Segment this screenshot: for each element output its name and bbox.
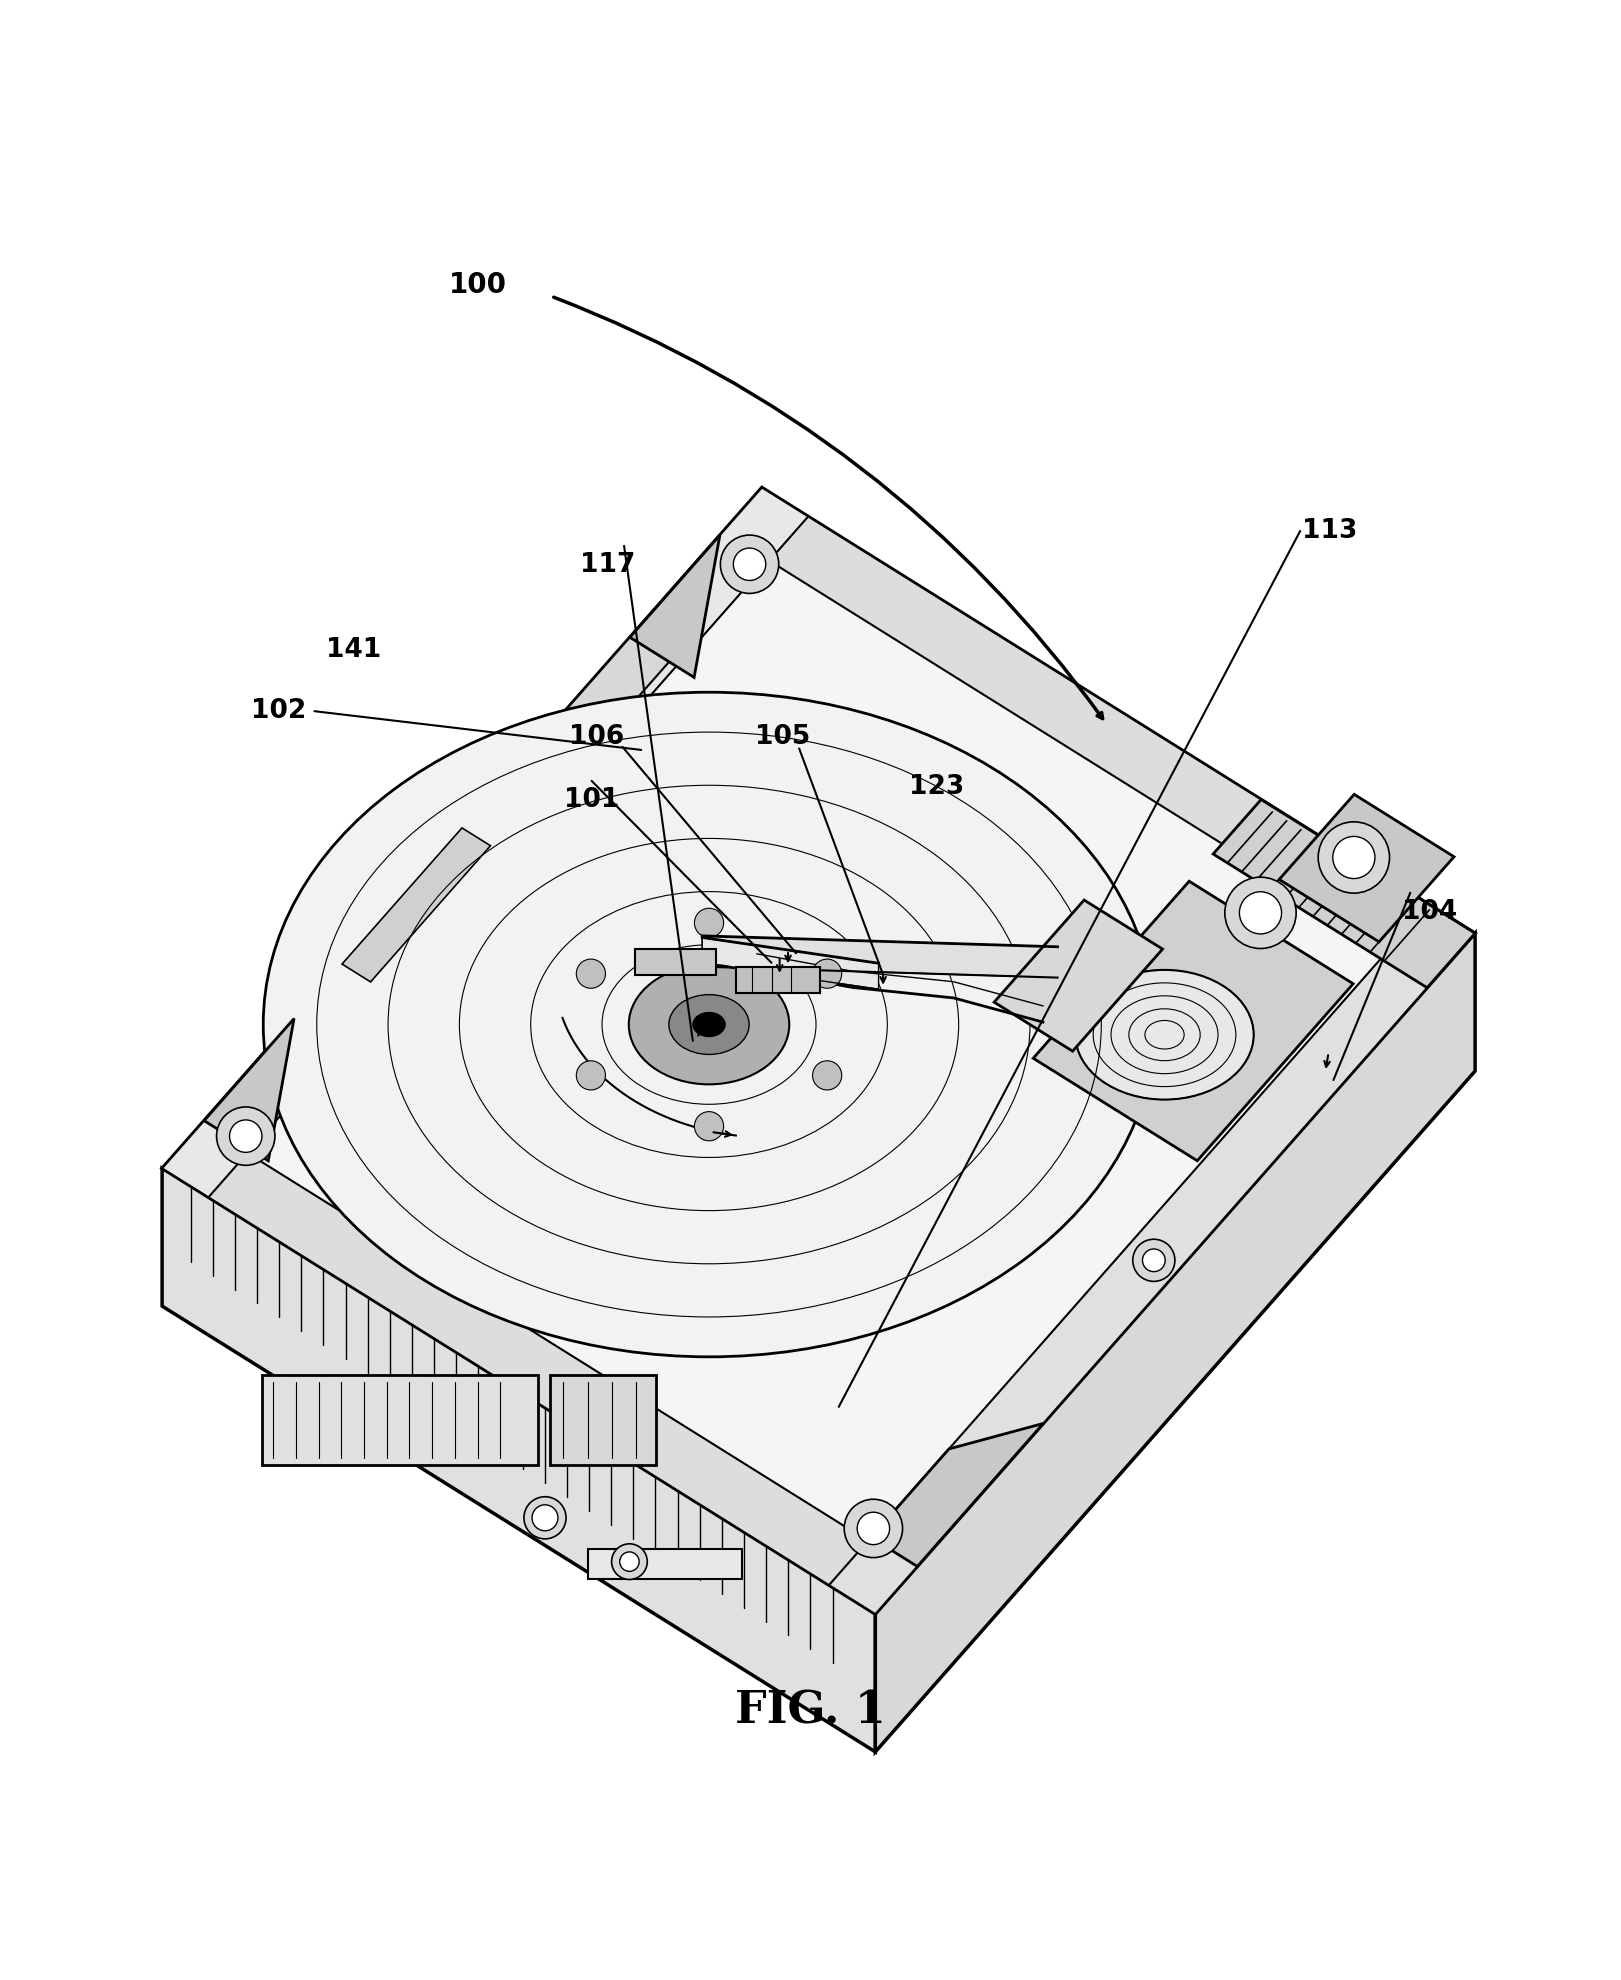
Circle shape bbox=[532, 1505, 558, 1531]
Circle shape bbox=[812, 958, 841, 988]
Polygon shape bbox=[702, 937, 1057, 978]
Circle shape bbox=[611, 1544, 647, 1580]
Text: 102: 102 bbox=[251, 699, 306, 725]
Text: FIG. 1: FIG. 1 bbox=[736, 1689, 885, 1732]
Circle shape bbox=[1332, 836, 1375, 879]
Polygon shape bbox=[162, 487, 809, 1198]
Bar bbox=[588, 1550, 742, 1578]
Text: 101: 101 bbox=[564, 788, 619, 814]
Circle shape bbox=[694, 909, 723, 937]
Ellipse shape bbox=[629, 964, 789, 1085]
Polygon shape bbox=[1279, 794, 1454, 942]
Bar bbox=[736, 966, 820, 994]
Circle shape bbox=[1318, 822, 1389, 893]
Polygon shape bbox=[1033, 881, 1354, 1160]
Polygon shape bbox=[631, 535, 720, 677]
Circle shape bbox=[524, 1497, 566, 1538]
Polygon shape bbox=[162, 1168, 875, 1752]
Polygon shape bbox=[702, 937, 879, 990]
Bar bbox=[263, 1376, 538, 1465]
Circle shape bbox=[733, 548, 765, 580]
Circle shape bbox=[812, 1061, 841, 1089]
Polygon shape bbox=[342, 828, 491, 982]
Text: 113: 113 bbox=[1302, 519, 1357, 544]
Text: 104: 104 bbox=[1402, 899, 1457, 925]
Circle shape bbox=[577, 958, 606, 988]
Circle shape bbox=[619, 1552, 639, 1572]
Bar bbox=[635, 948, 716, 974]
Circle shape bbox=[1225, 877, 1297, 948]
Circle shape bbox=[1133, 1239, 1175, 1281]
Circle shape bbox=[1240, 891, 1282, 935]
Ellipse shape bbox=[263, 693, 1154, 1356]
Text: 100: 100 bbox=[449, 271, 507, 299]
Polygon shape bbox=[875, 933, 1475, 1752]
Circle shape bbox=[230, 1121, 263, 1152]
Polygon shape bbox=[828, 905, 1475, 1614]
Circle shape bbox=[694, 1111, 723, 1140]
Text: 105: 105 bbox=[755, 725, 810, 750]
Polygon shape bbox=[723, 487, 1475, 978]
Polygon shape bbox=[293, 638, 669, 1043]
Circle shape bbox=[858, 1513, 890, 1544]
Polygon shape bbox=[994, 901, 1162, 1051]
Circle shape bbox=[217, 1107, 276, 1166]
Text: 123: 123 bbox=[909, 774, 964, 800]
Ellipse shape bbox=[1075, 970, 1253, 1099]
Ellipse shape bbox=[669, 994, 749, 1055]
Polygon shape bbox=[1213, 800, 1475, 988]
Ellipse shape bbox=[692, 1012, 725, 1036]
Polygon shape bbox=[162, 1125, 914, 1614]
Circle shape bbox=[1143, 1249, 1165, 1271]
Text: 106: 106 bbox=[569, 725, 624, 750]
Text: 141: 141 bbox=[326, 638, 381, 663]
Bar bbox=[551, 1376, 657, 1465]
Text: 117: 117 bbox=[580, 552, 635, 578]
Circle shape bbox=[577, 1061, 606, 1089]
Circle shape bbox=[720, 535, 778, 594]
Polygon shape bbox=[870, 1424, 1044, 1566]
Polygon shape bbox=[162, 487, 1475, 1614]
Polygon shape bbox=[204, 1018, 293, 1160]
Circle shape bbox=[845, 1499, 903, 1558]
